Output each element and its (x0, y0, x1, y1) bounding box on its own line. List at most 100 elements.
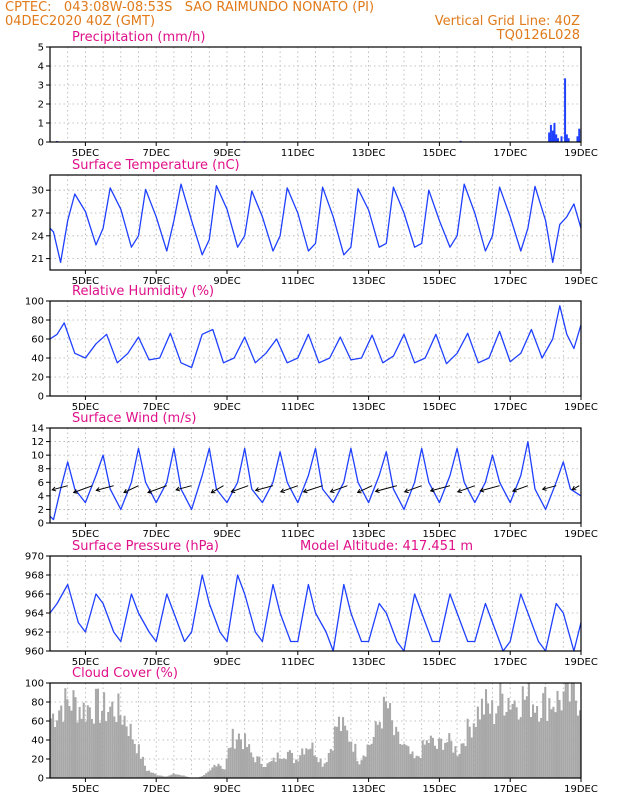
cloud-bar (411, 751, 414, 778)
wind-arrow-head (279, 488, 285, 494)
cloud-bar (476, 706, 479, 778)
x-tick-label: 11DEC (281, 784, 315, 795)
cloud-bar (231, 728, 234, 778)
y-tick-label: 30 (31, 186, 44, 197)
series-line (49, 574, 582, 652)
cloud-bar (578, 710, 581, 778)
wind-arrow-shaft (73, 485, 93, 493)
cloud-bar (482, 714, 486, 778)
cloud-bar (56, 720, 59, 778)
cloud-bar (527, 683, 530, 778)
cloud-bar (538, 721, 541, 778)
precip-bar (578, 128, 581, 142)
cloud-bar (293, 763, 296, 778)
cloud-bar (145, 770, 149, 778)
wind-arrow-shaft (255, 485, 274, 491)
cloud-bar (491, 700, 494, 778)
cloud-bar (244, 733, 247, 778)
cloud-bar (260, 763, 263, 778)
y-tick-label: 40 (31, 354, 44, 365)
cloud-bar (229, 747, 232, 778)
cloud-bar (217, 763, 220, 778)
cloud-bar (462, 743, 465, 778)
y-tick-label: 80 (31, 316, 44, 327)
y-tick-label: 60 (31, 717, 44, 728)
cloud-bar (295, 759, 298, 778)
panel-frame (49, 555, 582, 652)
cloud-bar (52, 713, 55, 778)
y-tick-label: 10 (31, 451, 44, 462)
cloud-bar (70, 710, 73, 778)
x-tick-label: 17DEC (493, 276, 527, 287)
wind-arrow-shaft (404, 485, 422, 493)
cloud-bar (556, 690, 559, 778)
y-tick-label: 6 (38, 478, 44, 489)
cloud-bar (123, 715, 126, 778)
cloud-bar (525, 696, 528, 778)
wind-arrow-head (147, 489, 153, 494)
x-tick-label: 7DEC (143, 657, 170, 668)
panel-frame (49, 427, 582, 524)
cloud-bar (201, 776, 204, 778)
y-tick-label: 100 (25, 297, 44, 308)
cloud-bar (560, 710, 563, 778)
cloud-bar (421, 740, 424, 778)
x-tick-label: 19DEC (564, 402, 598, 413)
y-tick-label: 960 (25, 647, 44, 658)
cloud-bar (376, 724, 379, 778)
cloud-bar (450, 741, 453, 778)
cloud-bar (460, 743, 463, 778)
cloud-bar (252, 757, 255, 778)
cloud-bar (566, 683, 569, 778)
cloud-bar (225, 758, 228, 778)
cloud-bar (88, 707, 91, 778)
cloud-bar (564, 683, 567, 778)
wind-arrow-head (541, 486, 547, 491)
x-tick-label: 5DEC (72, 784, 99, 795)
cloud-bar (382, 696, 385, 778)
cloud-bar (354, 743, 357, 778)
y-tick-label: 60 (31, 335, 44, 346)
cloud-bar (270, 760, 273, 778)
x-tick-label: 17DEC (493, 529, 527, 540)
x-tick-label: 13DEC (352, 657, 386, 668)
cloud-bar (419, 757, 422, 778)
cloud-bar (307, 749, 310, 778)
x-tick-label: 11DEC (281, 402, 315, 413)
wind-arrow-head (356, 488, 362, 494)
y-tick-label: 962 (25, 628, 44, 639)
precip-bar (551, 130, 554, 142)
cloud-bar (246, 747, 249, 778)
y-tick-label: 20 (31, 373, 44, 384)
cloud-bar (509, 709, 512, 778)
cloud-bar (337, 716, 341, 778)
cloud-bar (221, 768, 224, 778)
x-tick-label: 15DEC (423, 784, 457, 795)
cloud-bar (235, 739, 238, 778)
cloud-bar (58, 710, 61, 778)
wind-arrow-head (329, 488, 335, 494)
cloud-bar (182, 775, 185, 778)
wind-arrow-shaft (303, 485, 323, 493)
cloud-bar (160, 775, 163, 778)
precip-bar (567, 138, 570, 142)
cloud-bar (503, 715, 506, 778)
series-line (49, 183, 582, 264)
cloud-bar (227, 748, 230, 778)
cloud-bar (495, 713, 498, 778)
cloud-bar (529, 716, 532, 778)
y-tick-label: 8 (38, 464, 44, 475)
y-tick-label: 966 (25, 590, 44, 601)
x-tick-label: 7DEC (143, 402, 170, 413)
x-tick-label: 17DEC (493, 402, 527, 413)
cloud-bar (150, 772, 153, 778)
cloud-bar (288, 750, 291, 778)
cloud-bar (290, 752, 294, 778)
cloud-bar (366, 744, 369, 778)
panel-annotation: Model Altitude: 417.451 m (300, 539, 473, 554)
y-tick-label: 5 (38, 43, 44, 54)
y-tick-label: 0 (38, 519, 44, 530)
precip-bar (560, 136, 563, 142)
wind-arrow-shaft (512, 485, 529, 492)
x-tick-label: 17DEC (493, 657, 527, 668)
